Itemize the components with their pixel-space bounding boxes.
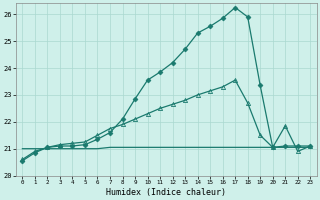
X-axis label: Humidex (Indice chaleur): Humidex (Indice chaleur) xyxy=(106,188,226,197)
